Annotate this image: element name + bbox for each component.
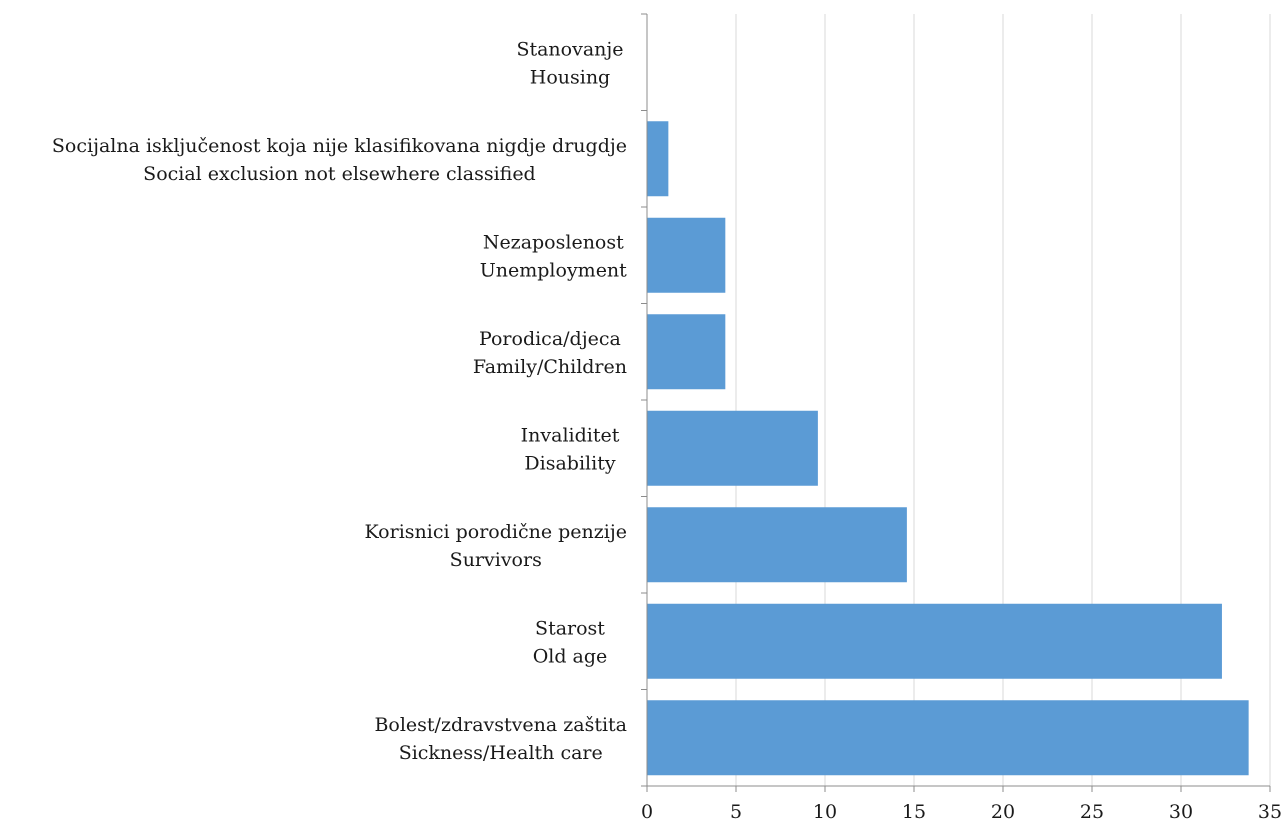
category-label-0: Stanovanje Housing	[516, 38, 623, 88]
x-tick-label-5: 5	[730, 801, 742, 823]
category-label-5: Korisnici porodične penzije Survivors	[365, 521, 628, 571]
x-tick-label-20: 20	[991, 801, 1015, 823]
x-tick-labels: 0 5 10 15 20 25 30 35	[641, 801, 1282, 823]
category-label-4: Invaliditet Disability	[521, 424, 620, 474]
category-label-1: Socijalna isključenost koja nije klasifi…	[52, 135, 627, 185]
bar-3	[647, 314, 726, 390]
bar-7	[647, 700, 1249, 776]
x-tick-label-30: 30	[1169, 801, 1193, 823]
bar-2	[647, 217, 726, 293]
bar-4	[647, 410, 818, 486]
x-tick-label-15: 15	[902, 801, 926, 823]
x-tick-label-0: 0	[641, 801, 653, 823]
x-tick-label-10: 10	[813, 801, 837, 823]
grid-lines	[735, 14, 1271, 786]
bar-1	[647, 121, 669, 197]
x-tick-label-35: 35	[1258, 801, 1282, 823]
category-label-7: Bolest/zdravstvena zaštita Sickness/Healt…	[374, 714, 627, 764]
category-label-6: Starost Old age	[533, 617, 608, 667]
x-tick-label-25: 25	[1080, 801, 1104, 823]
bar-6	[647, 603, 1222, 679]
bar-5	[647, 507, 907, 583]
axes	[641, 13, 1271, 792]
category-label-3: Porodica/djeca Family/Children	[473, 328, 627, 378]
category-label-2: Nezaposlenost Unemployment	[480, 231, 627, 281]
bars	[647, 121, 1249, 776]
category-labels: Stanovanje Housing Socijalna isključenost …	[52, 38, 627, 764]
